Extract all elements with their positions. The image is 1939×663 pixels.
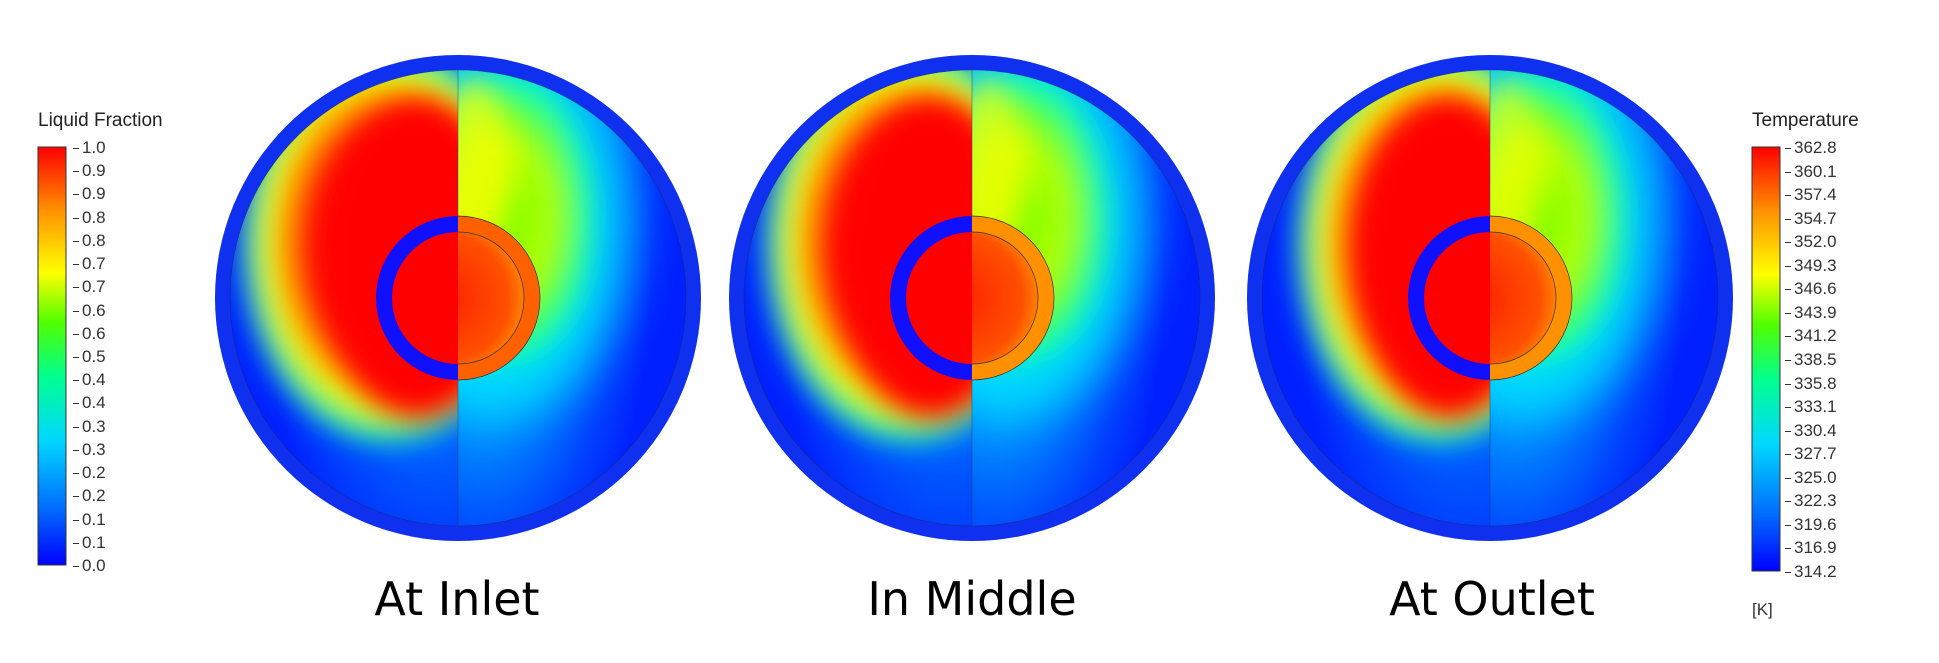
panel-at-inlet	[215, 55, 701, 541]
liquid-fraction-tick-label: 0.6	[73, 323, 106, 343]
htf-tube-right	[458, 215, 541, 381]
caption-in-middle: In Middle	[867, 572, 1077, 626]
temperature-tick-label: 314.2	[1785, 562, 1837, 581]
temperature-tick-label: 360.1	[1785, 161, 1837, 181]
temperature-tick-label: 349.3	[1785, 255, 1837, 275]
temperature-tick-label: 346.6	[1785, 279, 1837, 299]
liquid-fraction-tick-label: 0.8	[73, 230, 106, 250]
temperature-legend-title: Temperature	[1752, 110, 1859, 131]
temperature-tick-label: 319.6	[1785, 514, 1837, 534]
temperature-tick-label: 362.8	[1785, 138, 1837, 157]
liquid-fraction-tick-label: 0.4	[73, 393, 106, 413]
temperature-tick-label: 330.4	[1785, 420, 1837, 440]
htf-tube-right	[972, 215, 1055, 381]
liquid-fraction-tick-label: 1.0	[73, 138, 106, 157]
temperature-tick-label: 354.7	[1785, 208, 1837, 228]
htf-tube-left	[890, 216, 972, 380]
liquid-fraction-tick-label: 0.4	[73, 370, 106, 390]
liquid-fraction-tick-label: 0.1	[73, 509, 106, 529]
temperature-tick-label: 341.2	[1785, 326, 1837, 346]
liquid-fraction-tick-label: 0.9	[73, 184, 106, 204]
liquid-fraction-tick-label: 0.0	[73, 556, 106, 575]
temperature-tick-label: 335.8	[1785, 373, 1837, 393]
temperature-tick-label: 352.0	[1785, 232, 1837, 252]
temperature-tick-labels: 362.8 360.1 357.4 354.7 352.0 349.3 346.6 343.9…	[1785, 138, 1874, 581]
liquid-fraction-tick-label: 0.3	[73, 439, 106, 459]
liquid-fraction-tick-label: 0.3	[73, 416, 106, 436]
temperature-colorbar	[1751, 146, 1781, 572]
temperature-tick-label: 316.9	[1785, 538, 1837, 558]
panel-in-middle	[729, 55, 1215, 541]
temperature-tick-label: 327.7	[1785, 444, 1837, 464]
liquid-fraction-colorbar	[37, 146, 67, 566]
liquid-fraction-tick-label: 0.2	[73, 486, 106, 506]
htf-tube-left	[376, 216, 458, 380]
liquid-fraction-legend-title: Liquid Fraction	[38, 110, 163, 131]
liquid-fraction-tick-label: 0.8	[73, 207, 106, 227]
liquid-fraction-tick-label: 0.7	[73, 254, 106, 274]
liquid-fraction-tick-label: 0.7	[73, 277, 106, 297]
temperature-tick-label: 333.1	[1785, 397, 1837, 417]
temperature-tick-label: 357.4	[1785, 185, 1837, 205]
temperature-tick-label: 322.3	[1785, 491, 1837, 511]
temperature-tick-label: 343.9	[1785, 302, 1837, 322]
htf-tube-left	[1408, 216, 1490, 380]
caption-at-inlet: At Inlet	[374, 572, 540, 626]
caption-at-outlet: At Outlet	[1389, 572, 1595, 626]
liquid-fraction-tick-label: 0.5	[73, 347, 106, 366]
liquid-fraction-tick-labels: 1.0 0.9 0.9 0.8 0.8 0.7 0.7 0.6 0.6 0.5 0.4 0.4 0.3 0…	[73, 138, 142, 579]
liquid-fraction-tick-label: 0.2	[73, 463, 106, 483]
liquid-fraction-tick-label: 0.9	[73, 161, 106, 181]
liquid-fraction-tick-label: 0.1	[73, 532, 106, 552]
liquid-fraction-tick-label: 0.6	[73, 300, 106, 320]
temperature-tick-label: 325.0	[1785, 467, 1837, 487]
temperature-unit: [K]	[1752, 600, 1773, 619]
temperature-tick-label: 338.5	[1785, 350, 1837, 369]
htf-tube-right	[1490, 215, 1573, 381]
panel-at-outlet	[1247, 55, 1733, 541]
